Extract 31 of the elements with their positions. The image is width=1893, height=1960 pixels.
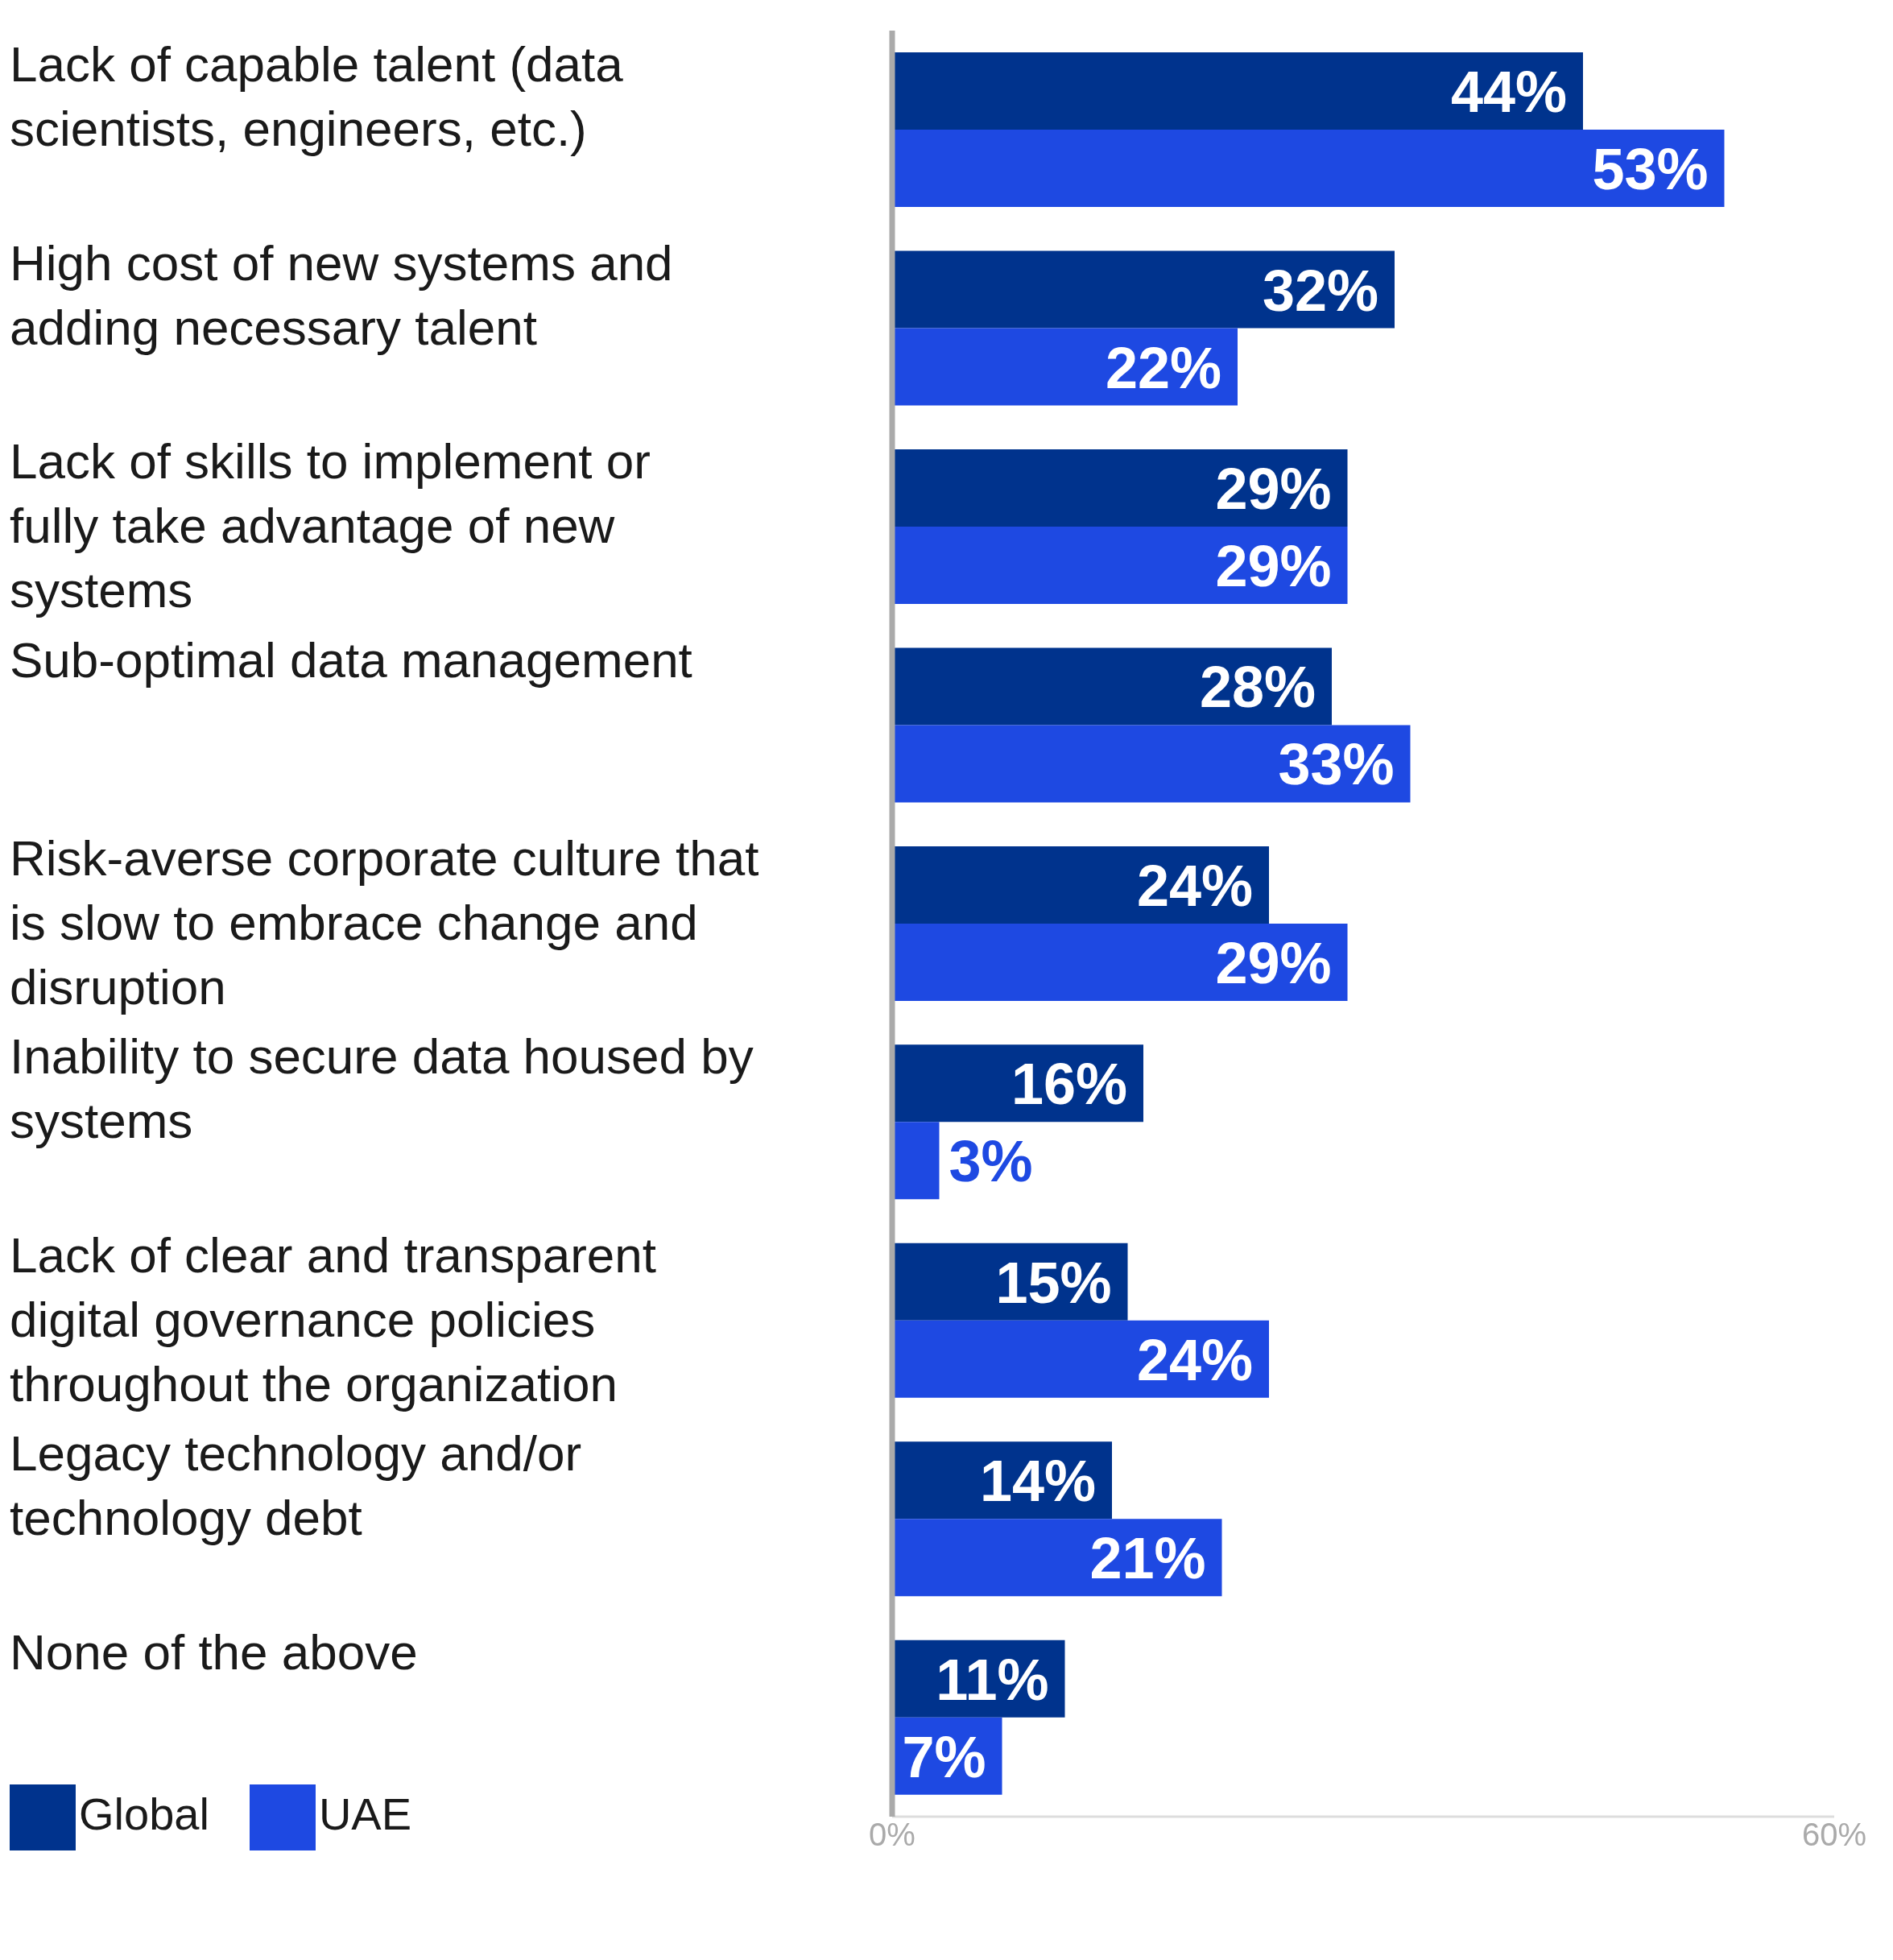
data-label: 28% xyxy=(1199,655,1316,720)
data-label: 44% xyxy=(1450,60,1567,125)
data-label: 22% xyxy=(1105,335,1221,400)
data-label: 29% xyxy=(1215,930,1332,995)
data-label: 16% xyxy=(1011,1052,1127,1117)
y-tick-label: High cost of new systems and adding necessary talent xyxy=(10,234,673,355)
data-label: 53% xyxy=(1592,137,1709,202)
x-tick-label: 0% xyxy=(869,1817,916,1853)
y-tick-label: Lack of clear and transparent digital governance policies throughout the organization xyxy=(10,1226,657,1412)
data-label: 15% xyxy=(995,1250,1112,1315)
y-tick-label: Risk-averse corporate culture that is slow to embrace change and disruption xyxy=(10,830,759,1015)
y-tick-label: Lack of capable talent (data scientists, engineers, etc.) xyxy=(10,36,624,157)
data-label: 32% xyxy=(1262,258,1378,323)
data-label: 7% xyxy=(902,1724,986,1789)
y-tick-label: Sub-optimal data management xyxy=(10,631,692,688)
data-label: 14% xyxy=(979,1449,1096,1514)
y-tick-label: Inability to secure data housed by systems xyxy=(10,1028,754,1149)
data-label: 24% xyxy=(1136,1327,1253,1392)
x-tick-label: 60% xyxy=(1801,1817,1867,1853)
data-label: 29% xyxy=(1215,534,1332,598)
y-tick-label: Lack of skills to implement or fully take advantage of new systems xyxy=(10,433,651,618)
data-label: 3% xyxy=(949,1129,1033,1194)
data-label: 24% xyxy=(1136,853,1253,918)
data-label: 21% xyxy=(1089,1526,1206,1591)
data-label: 33% xyxy=(1278,732,1395,797)
y-tick-label: Legacy technology and/or technology debt xyxy=(10,1425,582,1546)
legend-label: UAE xyxy=(318,1788,412,1839)
data-label: 29% xyxy=(1215,457,1332,521)
y-tick-label: None of the above xyxy=(10,1623,418,1680)
data-label: 11% xyxy=(936,1647,1049,1712)
legend-label: Global xyxy=(79,1788,209,1839)
